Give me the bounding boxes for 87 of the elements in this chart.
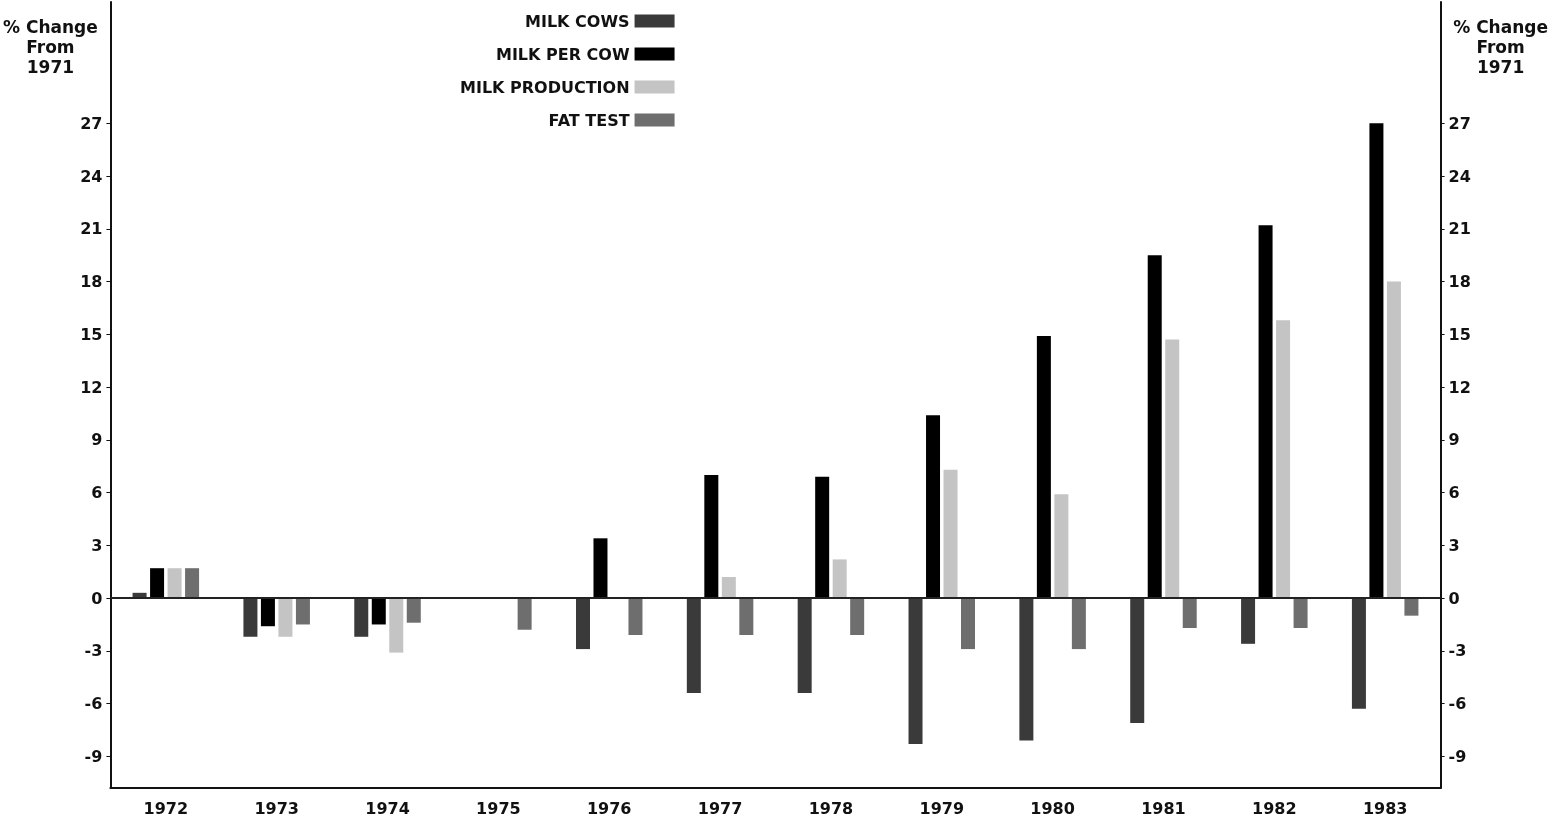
- bar: [1130, 598, 1145, 723]
- bar: [295, 598, 310, 625]
- bar: [1054, 494, 1069, 599]
- y-tick-label: 0: [91, 588, 103, 608]
- x-tick-label: 1972: [143, 798, 189, 818]
- y-tick-label: 27: [80, 113, 103, 133]
- bar: [926, 415, 941, 599]
- bar: [1165, 339, 1180, 599]
- bar: [167, 568, 182, 599]
- x-tick-label: 1974: [365, 798, 410, 818]
- y-axis-title: % Change From 1971: [3, 17, 98, 77]
- bar: [704, 475, 719, 599]
- x-tick-label: 1981: [1141, 798, 1186, 818]
- x-tick-label: 1979: [919, 798, 965, 818]
- bar: [628, 598, 643, 636]
- y-tick-label: 3: [91, 535, 103, 555]
- bar: [185, 568, 200, 599]
- bar: [686, 598, 701, 694]
- y2-tick-label: -9: [1448, 746, 1467, 766]
- bar: [1276, 320, 1291, 599]
- bar: [739, 598, 754, 636]
- y2-tick-label: 15: [1448, 324, 1471, 344]
- y-tick-label: 12: [80, 377, 103, 397]
- y2-tick-label: 6: [1448, 483, 1460, 503]
- y2-tick-label: 0: [1448, 588, 1460, 608]
- y-tick-label: -3: [84, 641, 103, 661]
- y2-tick-label: 18: [1448, 272, 1471, 292]
- bar: [815, 476, 830, 599]
- bar: [850, 598, 865, 636]
- y2-tick-label: 3: [1448, 535, 1460, 555]
- bar: [1369, 123, 1384, 599]
- y-tick-label: -6: [84, 694, 103, 714]
- legend-label: MILK PRODUCTION: [460, 77, 630, 97]
- x-tick-label: 1978: [808, 798, 854, 818]
- y-tick-label: 21: [80, 219, 103, 239]
- y2-tick-label: 12: [1448, 377, 1471, 397]
- y-tick-label: -9: [84, 746, 103, 766]
- bar: [943, 469, 958, 599]
- x-tick-label: 1980: [1030, 798, 1075, 818]
- y2-tick-label: 9: [1448, 430, 1460, 450]
- bar: [593, 538, 608, 599]
- bar: [908, 598, 923, 745]
- bar: [832, 559, 847, 599]
- x-tick-label: 1983: [1362, 798, 1408, 818]
- y2-tick-label: -3: [1448, 641, 1467, 661]
- x-tick-label: 1973: [254, 798, 299, 818]
- legend-label: MILK PER COW: [495, 44, 630, 64]
- y2-tick-label: 21: [1448, 219, 1471, 239]
- y2-tick-label: 27: [1448, 113, 1471, 133]
- bar: [517, 598, 532, 630]
- bar: [575, 598, 590, 650]
- bar: [1241, 598, 1256, 644]
- y-tick-label: 6: [91, 483, 103, 503]
- bar: [1351, 598, 1366, 709]
- bar: [354, 598, 369, 637]
- bar: [1386, 281, 1401, 599]
- bar: [371, 598, 386, 625]
- bar: [797, 598, 812, 694]
- y-tick-label: 15: [80, 324, 103, 344]
- bar: [260, 598, 275, 627]
- y2-tick-label: -6: [1448, 694, 1467, 714]
- bar: [961, 598, 976, 650]
- legend-label: MILK COWS: [525, 11, 630, 31]
- bar: [278, 598, 293, 637]
- y-tick-label: 18: [80, 272, 103, 292]
- bar: [389, 598, 404, 653]
- x-tick-label: 1976: [586, 798, 632, 818]
- bar: [243, 598, 258, 637]
- bar: [1404, 598, 1419, 616]
- x-tick-label: 1977: [697, 798, 743, 818]
- bar: [1019, 598, 1034, 741]
- bar: [406, 598, 421, 623]
- bar: [1147, 255, 1162, 599]
- y2-tick-label: 24: [1448, 166, 1471, 186]
- bar: [1071, 598, 1086, 650]
- bar: [1182, 598, 1197, 628]
- x-tick-label: 1982: [1252, 798, 1297, 818]
- y-tick-label: 9: [91, 430, 103, 450]
- bar: [721, 576, 736, 599]
- x-tick-label: 1975: [476, 798, 521, 818]
- bar: [1293, 598, 1308, 628]
- bar: [1258, 225, 1273, 599]
- bar: [1036, 336, 1051, 599]
- bar: [150, 568, 165, 599]
- y-tick-label: 24: [80, 166, 103, 186]
- legend-label: FAT TEST: [548, 110, 630, 130]
- y2-axis-title: % Change From 1971: [1453, 17, 1548, 77]
